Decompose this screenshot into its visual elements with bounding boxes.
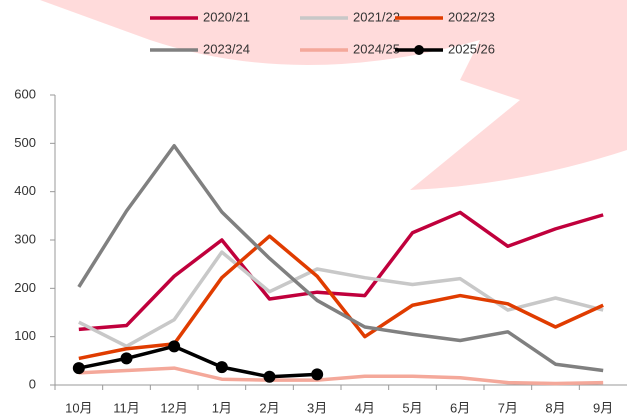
x-tick-label: 10月: [65, 400, 92, 415]
x-tick-label: 5月: [402, 400, 422, 415]
series-line: [78, 210, 604, 332]
y-tick-label: 300: [14, 231, 36, 246]
x-tick-label: 1月: [212, 400, 232, 415]
x-tick-label: 7月: [498, 400, 518, 415]
x-tick-label: 2月: [259, 400, 279, 415]
x-tick-label: 4月: [355, 400, 375, 415]
legend-label: 2024/25: [353, 41, 400, 56]
x-tick-label: 8月: [545, 400, 565, 415]
y-tick-label: 200: [14, 280, 36, 295]
background-logo: [40, 0, 627, 190]
x-tick-label: 3月: [307, 400, 327, 415]
logo-shape: [40, 0, 627, 190]
y-tick-label: 500: [14, 135, 36, 150]
y-tick-label: 0: [29, 376, 36, 391]
series-line: [78, 366, 604, 386]
x-tick-label: 12月: [160, 400, 187, 415]
series-marker: [215, 361, 228, 374]
series-line: [77, 144, 604, 373]
series-marker: [168, 340, 181, 353]
x-tick-label: 6月: [450, 400, 470, 415]
y-tick-label: 400: [14, 183, 36, 198]
legend-marker: [414, 45, 424, 55]
legend-label: 2022/23: [448, 9, 495, 24]
legend-label: 2023/24: [203, 41, 250, 56]
series-line: [78, 250, 604, 349]
series-marker: [311, 368, 324, 381]
legend-label: 2025/26: [448, 41, 495, 56]
x-tick-label: 9月: [593, 400, 613, 415]
x-tick-label: 11月: [113, 400, 140, 415]
series-marker: [120, 352, 133, 365]
series-line: [78, 344, 318, 379]
legend-label: 2020/21: [203, 9, 250, 24]
series-marker: [72, 362, 85, 375]
series-line: [78, 234, 604, 361]
y-tick-label: 600: [14, 86, 36, 101]
legend-label: 2021/22: [353, 9, 400, 24]
series-marker: [263, 370, 276, 383]
y-tick-label: 100: [14, 328, 36, 343]
